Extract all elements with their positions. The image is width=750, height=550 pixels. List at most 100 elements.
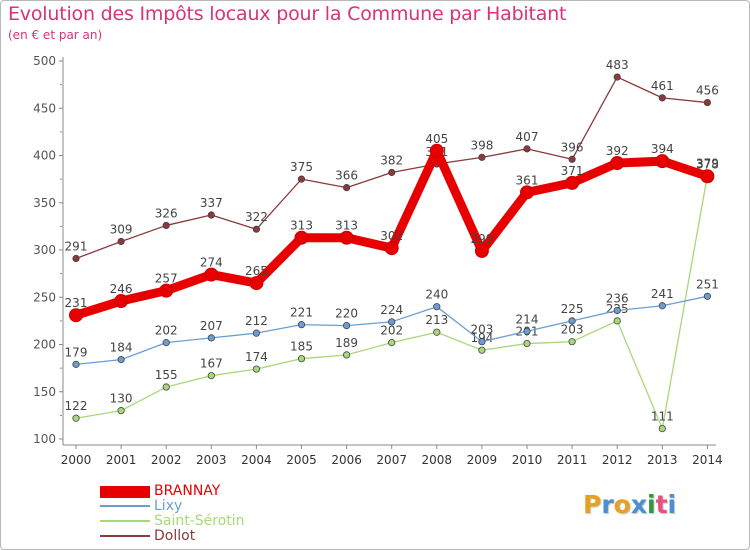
x-tick-label: 2008 xyxy=(422,453,453,467)
chart-subtitle: (en € et par an) xyxy=(8,28,103,42)
data-label: 392 xyxy=(606,144,629,158)
data-point xyxy=(69,308,83,323)
x-tick-label: 2011 xyxy=(557,453,588,467)
data-label: 375 xyxy=(290,160,313,174)
data-label: 378 xyxy=(696,157,719,171)
data-label: 313 xyxy=(290,219,313,233)
data-point xyxy=(568,317,576,325)
data-point xyxy=(433,328,441,336)
data-label: 382 xyxy=(380,154,403,168)
y-tick-label: 500 xyxy=(33,54,56,68)
data-label: 461 xyxy=(651,79,674,93)
data-point xyxy=(162,339,170,347)
data-label: 398 xyxy=(470,138,493,152)
data-point xyxy=(117,356,125,364)
logo-letter: i xyxy=(647,490,656,519)
data-point xyxy=(568,338,576,346)
data-point xyxy=(478,153,486,161)
x-tick-label: 2004 xyxy=(241,453,272,467)
data-label: 224 xyxy=(380,303,403,317)
y-tick-label: 150 xyxy=(33,385,56,399)
data-label: 251 xyxy=(696,277,719,291)
data-label: 246 xyxy=(110,282,133,296)
data-label: 213 xyxy=(425,313,448,327)
data-label: 302 xyxy=(380,229,403,243)
data-point xyxy=(72,360,80,368)
y-tick-label: 350 xyxy=(33,196,56,210)
data-label: 407 xyxy=(516,130,539,144)
x-tick-label: 2005 xyxy=(286,453,317,467)
x-tick-label: 2001 xyxy=(106,453,137,467)
data-point xyxy=(613,317,621,325)
data-label: 212 xyxy=(245,314,268,328)
data-label: 203 xyxy=(470,323,493,337)
data-point xyxy=(523,145,531,153)
data-label: 231 xyxy=(65,296,88,310)
data-label: 394 xyxy=(651,142,674,156)
data-label: 225 xyxy=(561,302,584,316)
x-tick-label: 2009 xyxy=(467,453,498,467)
data-label: 483 xyxy=(606,58,629,72)
data-point xyxy=(384,241,399,256)
data-label: 202 xyxy=(380,324,403,338)
data-point xyxy=(700,169,715,184)
data-label: 174 xyxy=(245,350,268,364)
x-tick-label: 2003 xyxy=(196,453,227,467)
data-point xyxy=(703,98,712,107)
legend: BRANNAY Lixy Saint-Sérotin Dollot xyxy=(100,484,400,544)
legend-item-dollot: Dollot xyxy=(100,529,400,544)
data-point xyxy=(159,283,174,298)
data-label: 274 xyxy=(200,256,223,270)
x-tick-label: 2014 xyxy=(692,453,723,467)
data-point xyxy=(72,414,80,422)
data-point xyxy=(429,143,444,158)
data-label: 326 xyxy=(155,206,178,220)
data-point xyxy=(114,294,129,309)
data-point xyxy=(703,292,712,300)
data-point xyxy=(658,302,666,310)
data-label: 371 xyxy=(561,164,584,178)
legend-label-lixy: Lixy xyxy=(154,498,183,514)
data-label: 179 xyxy=(65,345,88,359)
data-point xyxy=(388,168,396,177)
data-point xyxy=(655,154,670,169)
data-point xyxy=(297,321,306,329)
data-label: 240 xyxy=(425,288,448,302)
data-label: 189 xyxy=(335,336,358,350)
x-tick-label: 2012 xyxy=(602,453,633,467)
data-label: 185 xyxy=(290,340,313,354)
logo-letter: i xyxy=(667,490,677,519)
data-label: 203 xyxy=(561,323,584,337)
data-label: 236 xyxy=(606,291,629,305)
data-label: 313 xyxy=(335,219,358,233)
x-tick-label: 2013 xyxy=(647,453,678,467)
data-point xyxy=(565,175,580,190)
legend-swatch-brannay xyxy=(100,486,150,498)
data-point xyxy=(207,334,215,342)
data-point xyxy=(207,372,215,380)
data-label: 155 xyxy=(155,368,178,382)
legend-item-saint-serotin: Saint-Sérotin xyxy=(100,514,400,529)
y-tick-label: 100 xyxy=(33,432,56,446)
data-point xyxy=(249,276,264,291)
x-tick-label: 2006 xyxy=(331,453,362,467)
data-label: 130 xyxy=(110,392,133,406)
data-point xyxy=(294,230,309,245)
data-point xyxy=(162,383,170,391)
data-point xyxy=(252,225,260,233)
data-point xyxy=(342,184,351,192)
x-tick-label: 2010 xyxy=(512,453,543,467)
data-point xyxy=(342,321,351,330)
data-point xyxy=(339,230,354,245)
data-label: 265 xyxy=(245,264,268,278)
data-point xyxy=(117,237,125,246)
data-point xyxy=(478,338,486,346)
data-point xyxy=(117,407,125,415)
data-point xyxy=(523,339,531,348)
data-label: 456 xyxy=(696,84,719,98)
x-tick-label: 2002 xyxy=(151,453,182,467)
legend-label-saint-serotin: Saint-Sérotin xyxy=(154,513,245,529)
data-point xyxy=(252,329,260,337)
